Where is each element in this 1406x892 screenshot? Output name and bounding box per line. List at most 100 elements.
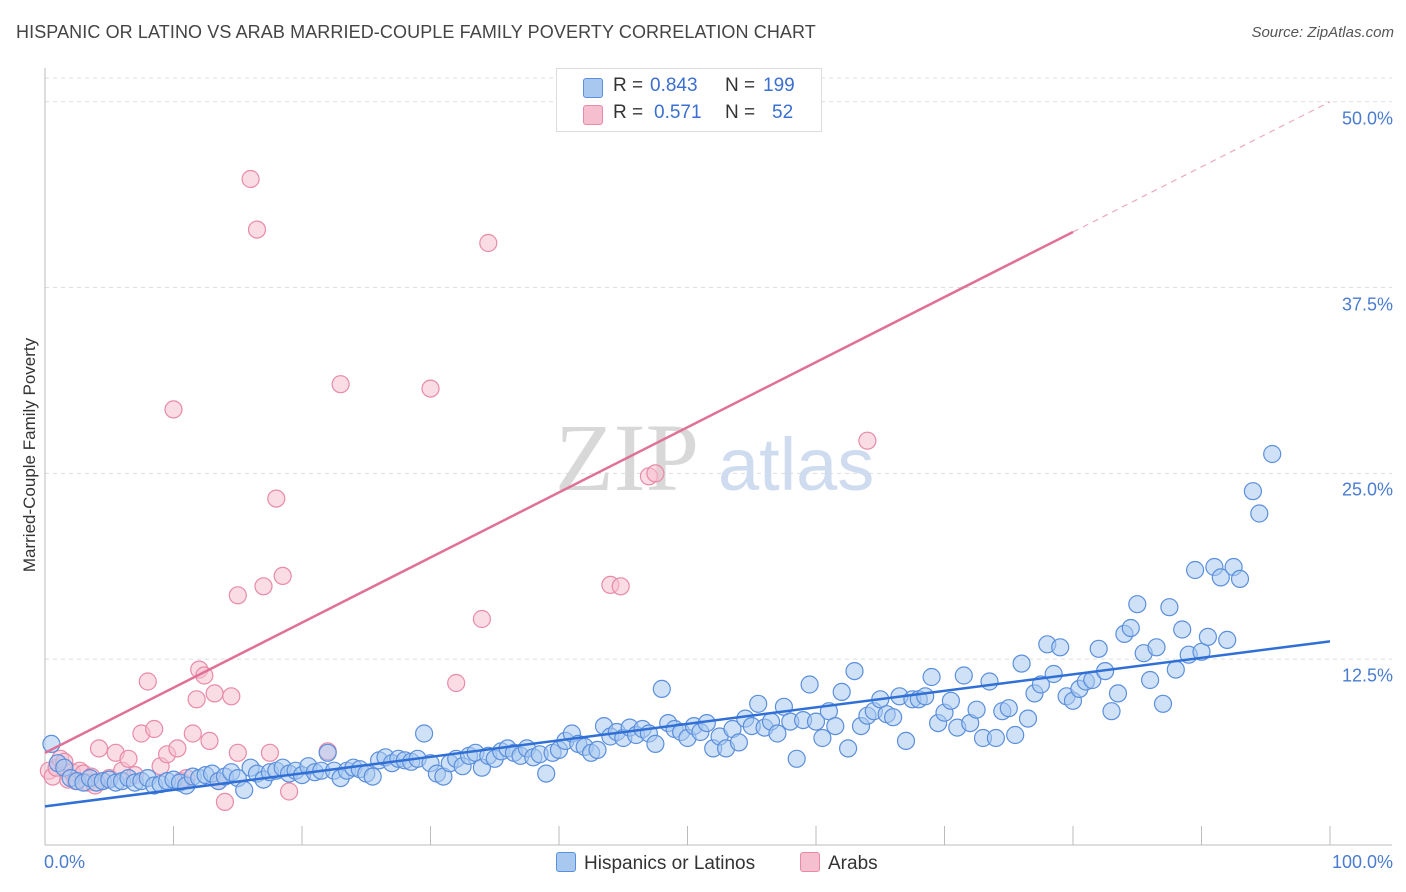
arabs-point <box>215 792 234 812</box>
y-axis-label: Married-Couple Family Poverty <box>20 337 39 573</box>
trend-layer <box>44 101 1331 808</box>
hispanics-points <box>42 444 1282 800</box>
legend-swatch-blue <box>583 78 603 98</box>
arabs-trend-extension <box>1072 101 1331 233</box>
hispanics-point <box>986 728 1006 748</box>
hispanics-point <box>235 780 254 800</box>
watermark: ZIP atlas <box>555 404 874 511</box>
hispanics-point <box>826 716 845 736</box>
hispanics-point <box>1121 618 1140 638</box>
hispanics-point <box>1012 654 1031 673</box>
hispanics-point <box>415 724 434 743</box>
x-tick-label: 100.0% <box>1331 852 1393 872</box>
hispanics-point <box>1102 702 1121 721</box>
hispanics-point <box>1147 638 1166 657</box>
hispanics-point <box>1243 482 1263 501</box>
arabs-point <box>228 586 247 605</box>
hispanics-point <box>1153 694 1173 713</box>
hispanics-point <box>832 682 851 702</box>
hispanics-point <box>806 712 826 731</box>
hispanics-point <box>1218 630 1237 650</box>
arabs-point <box>138 672 157 691</box>
arabs-point <box>168 739 187 758</box>
arabs-point <box>241 169 260 189</box>
hispanics-point <box>967 700 986 719</box>
hispanics-point <box>922 667 941 687</box>
hispanics-point <box>999 699 1018 718</box>
y-tick-label: 12.5% <box>1341 665 1393 686</box>
legend-swatch-pink <box>583 105 603 125</box>
hispanics-point <box>883 708 903 727</box>
hispanics-point <box>916 687 935 706</box>
arabs-point <box>164 400 183 419</box>
hispanics-point <box>1018 709 1038 728</box>
hispanics-point <box>318 743 337 762</box>
hispanics-point <box>1160 598 1179 617</box>
x-tick-label: 0.0% <box>44 852 86 872</box>
legend-r-value: 0.843 <box>650 75 698 96</box>
arabs-point <box>183 724 202 743</box>
arabs-point <box>267 489 286 508</box>
bottom-legend-label: Hispanics or Latinos <box>584 853 756 874</box>
arabs-point <box>145 719 164 739</box>
arabs-point <box>273 566 292 586</box>
arabs-point <box>858 431 877 450</box>
hispanics-point <box>1230 569 1250 589</box>
arabs-point <box>479 233 498 253</box>
arabs-point <box>447 673 466 693</box>
hispanics-point <box>941 691 961 710</box>
hispanics-point <box>1051 638 1070 657</box>
hispanics-point <box>1198 627 1218 647</box>
arabs-point <box>89 739 109 758</box>
hispanics-point <box>980 672 999 691</box>
hispanics-point <box>1250 504 1269 523</box>
hispanics-point <box>1185 560 1205 580</box>
chart-source: Source: ZipAtlas.com <box>1251 24 1394 41</box>
legend-n-label: N = <box>725 75 756 96</box>
arabs-point <box>187 690 206 709</box>
hispanics-point <box>838 739 858 758</box>
hispanics-point <box>646 734 665 754</box>
hispanics-point <box>652 679 671 699</box>
arabs-point <box>228 743 247 762</box>
hispanics-point <box>1044 664 1063 684</box>
correlation-legend: R = 0.843 N = 199 R = 0.571 N = 52 <box>556 68 822 132</box>
watermark-atlas: atlas <box>718 423 874 506</box>
arabs-point <box>280 782 299 801</box>
arabs-point <box>646 464 665 483</box>
bottom-legend-swatch-blue <box>556 852 576 872</box>
legend-r-label: R = <box>613 75 644 96</box>
arabs-point <box>222 687 241 706</box>
bottom-legend-swatch-pink <box>800 852 820 872</box>
hispanics-point <box>896 731 916 751</box>
arabs-point <box>472 609 491 629</box>
bottom-legend-label: Arabs <box>828 853 878 874</box>
hispanics-point <box>1128 595 1147 614</box>
legend-n-label: N = <box>725 102 756 123</box>
hispanics-point <box>1089 639 1108 658</box>
hispanics-point <box>363 767 382 786</box>
hispanics-point <box>1173 620 1192 639</box>
y-tick-label: 50.0% <box>1341 108 1393 129</box>
hispanics-point <box>845 661 864 681</box>
arabs-point <box>254 577 273 596</box>
hispanics-point <box>1108 684 1128 703</box>
hispanics-point <box>1006 725 1025 745</box>
axis-layer <box>44 68 1392 846</box>
arabs-point <box>200 731 219 751</box>
bottom-legend-arabs: Arabs <box>800 852 878 875</box>
hispanics-point <box>1211 568 1230 587</box>
hispanics-point <box>1140 670 1160 690</box>
arabs-point <box>331 375 350 394</box>
arabs-point <box>205 684 224 703</box>
chart-title: HISPANIC OR LATINO VS ARAB MARRIED-COUPL… <box>16 22 816 42</box>
arabs-point <box>119 749 138 768</box>
hispanics-point <box>813 728 832 748</box>
hispanics-point <box>1166 660 1185 679</box>
bottom-legend-hispanics: Hispanics or Latinos <box>556 852 755 875</box>
arabs-trend-line <box>44 230 1074 754</box>
hispanics-trend-line <box>44 640 1331 808</box>
legend-r-value: 0.571 <box>654 102 702 123</box>
hispanics-point <box>537 764 556 783</box>
